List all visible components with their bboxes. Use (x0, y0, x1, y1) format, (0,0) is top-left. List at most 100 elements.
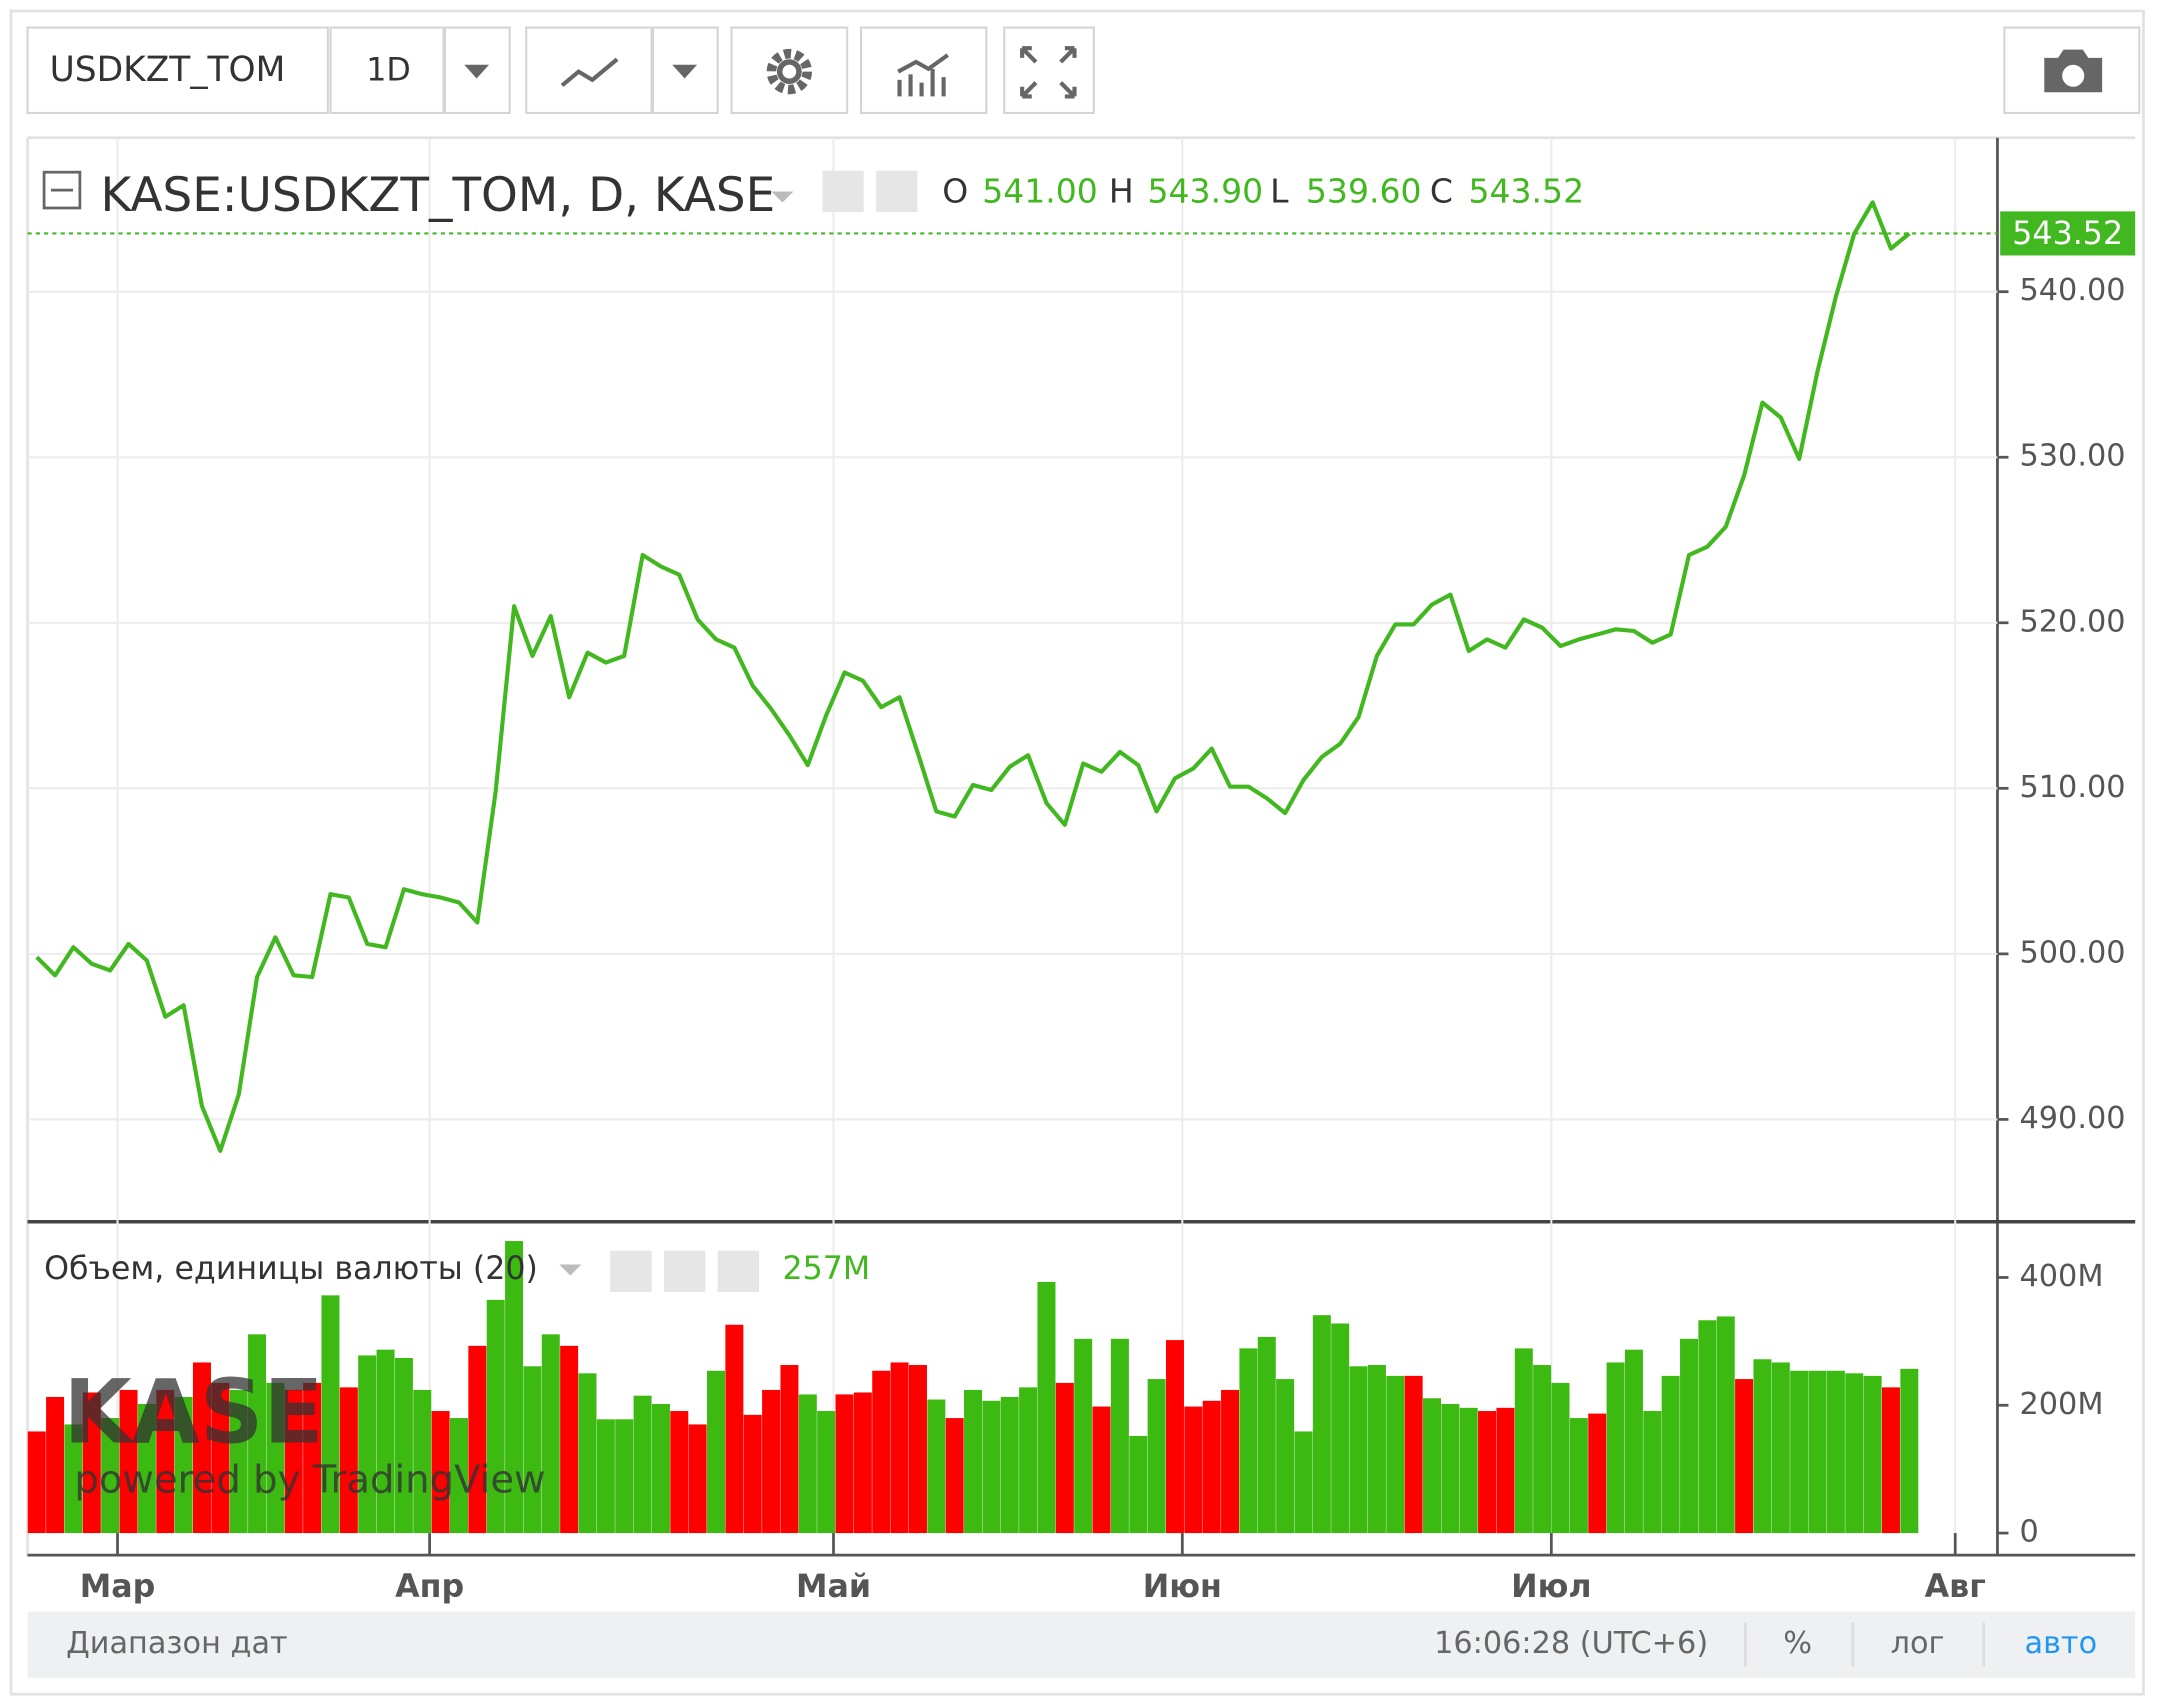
volume-bar (817, 1411, 836, 1534)
volume-bar (1312, 1315, 1331, 1534)
settings-button[interactable] (663, 1250, 706, 1293)
volume-bar (468, 1345, 487, 1534)
log-toggle[interactable]: лог (1891, 1626, 1945, 1661)
low-label: L (1270, 171, 1289, 210)
collapse-button[interactable] (42, 170, 82, 210)
volume-bar (1771, 1362, 1790, 1534)
visibility-button[interactable] (822, 170, 864, 213)
volume-bar (1239, 1348, 1258, 1534)
x-tick-label: Авг (1925, 1569, 1986, 1605)
volume-bar (1202, 1400, 1221, 1534)
high-label: H (1109, 171, 1134, 210)
x-tick-label: Июл (1511, 1569, 1592, 1605)
volume-bar (798, 1394, 817, 1534)
volume-bar (1000, 1396, 1019, 1534)
volume-bar (890, 1362, 909, 1534)
volume-bar (615, 1419, 634, 1534)
percent-toggle[interactable]: % (1783, 1626, 1812, 1661)
y-tick-label: 500.00 (2019, 935, 2125, 970)
volume-bar (1019, 1387, 1038, 1534)
grid (27, 137, 1998, 1534)
volume-bar (1478, 1411, 1497, 1534)
volume-bar (505, 1241, 524, 1534)
volume-bar (1826, 1370, 1845, 1534)
volume-bar (1698, 1320, 1717, 1534)
open-label: O (942, 171, 968, 210)
chart-type-button[interactable] (525, 26, 653, 114)
volume-bar (1257, 1336, 1276, 1534)
volume-bar (1074, 1338, 1093, 1534)
volume-bar (486, 1299, 505, 1534)
volume-bar (927, 1399, 946, 1534)
close-value: 543.52 (1468, 171, 1584, 210)
auto-toggle[interactable]: авто (2025, 1626, 2098, 1661)
fullscreen-button[interactable] (1003, 26, 1095, 114)
volume-bar (321, 1295, 340, 1534)
volume-bar (394, 1357, 413, 1534)
volume-bar (1110, 1338, 1129, 1534)
indicators-button[interactable] (859, 26, 988, 114)
volume-bar (1221, 1389, 1240, 1534)
indicators-icon (897, 53, 949, 97)
dropdown-arrow (672, 64, 698, 79)
remove-button[interactable] (717, 1250, 760, 1293)
line-icon (560, 57, 619, 87)
volume-bar (1147, 1379, 1166, 1534)
volume-bar (211, 1382, 230, 1534)
gear-icon (766, 48, 813, 95)
volume-bar (46, 1396, 65, 1534)
volume-bar (835, 1394, 854, 1534)
y-tick-label: 0 (2019, 1515, 2038, 1550)
volume-bar (339, 1387, 358, 1534)
high-value: 543.90 (1148, 171, 1264, 210)
volume-bar (1496, 1407, 1515, 1534)
volume-bar (1037, 1281, 1056, 1534)
volume-bar (1055, 1382, 1074, 1534)
volume-bar (1808, 1370, 1827, 1534)
symbol-button[interactable] (26, 26, 329, 114)
volume-bar (376, 1349, 395, 1534)
dropdown-arrow[interactable] (559, 1264, 582, 1276)
volume-bar (192, 1362, 211, 1534)
volume-bar (1165, 1340, 1184, 1534)
volume-bar (1716, 1316, 1735, 1534)
settings-button[interactable] (730, 26, 849, 114)
volume-bar (101, 1418, 120, 1534)
volume-bar (1753, 1359, 1772, 1534)
volume-bar (1845, 1373, 1864, 1534)
volume-bar (119, 1389, 138, 1534)
close-label: C (1430, 171, 1453, 210)
volume-bar (1790, 1370, 1809, 1534)
date-range[interactable]: Диапазон дат (66, 1626, 288, 1661)
volume-bar (1533, 1365, 1552, 1534)
interval-button[interactable] (329, 26, 445, 114)
volume-bar (596, 1419, 615, 1534)
volume-bar (541, 1334, 560, 1534)
volume-bar (1423, 1398, 1441, 1534)
x-tick-label: Июн (1143, 1569, 1222, 1605)
dropdown-arrow[interactable] (771, 191, 794, 203)
settings-button[interactable] (876, 170, 918, 213)
visibility-button[interactable] (610, 1250, 652, 1293)
y-tick-label: 510.00 (2019, 770, 2125, 805)
volume-bar (64, 1424, 83, 1534)
volume-bar (1661, 1375, 1680, 1534)
volume-bar (1129, 1435, 1148, 1534)
volume-bar (431, 1411, 450, 1534)
volume-bar (1624, 1349, 1643, 1534)
symbol[interactable]: USDKZT_TOM (50, 50, 286, 90)
volume-bar (1276, 1379, 1295, 1534)
volume-bar (248, 1334, 267, 1534)
camera-lens (2062, 64, 2085, 87)
volume-bar (1551, 1382, 1570, 1534)
footer (27, 1611, 2136, 1678)
interval[interactable]: 1D (366, 53, 411, 89)
volume-bar (651, 1403, 670, 1534)
dropdown-arrow (464, 64, 490, 79)
volume-bar (1680, 1338, 1699, 1534)
y-tick-label: 400M (2019, 1259, 2103, 1294)
volume-bar (908, 1365, 927, 1534)
volume-bar (560, 1345, 579, 1534)
